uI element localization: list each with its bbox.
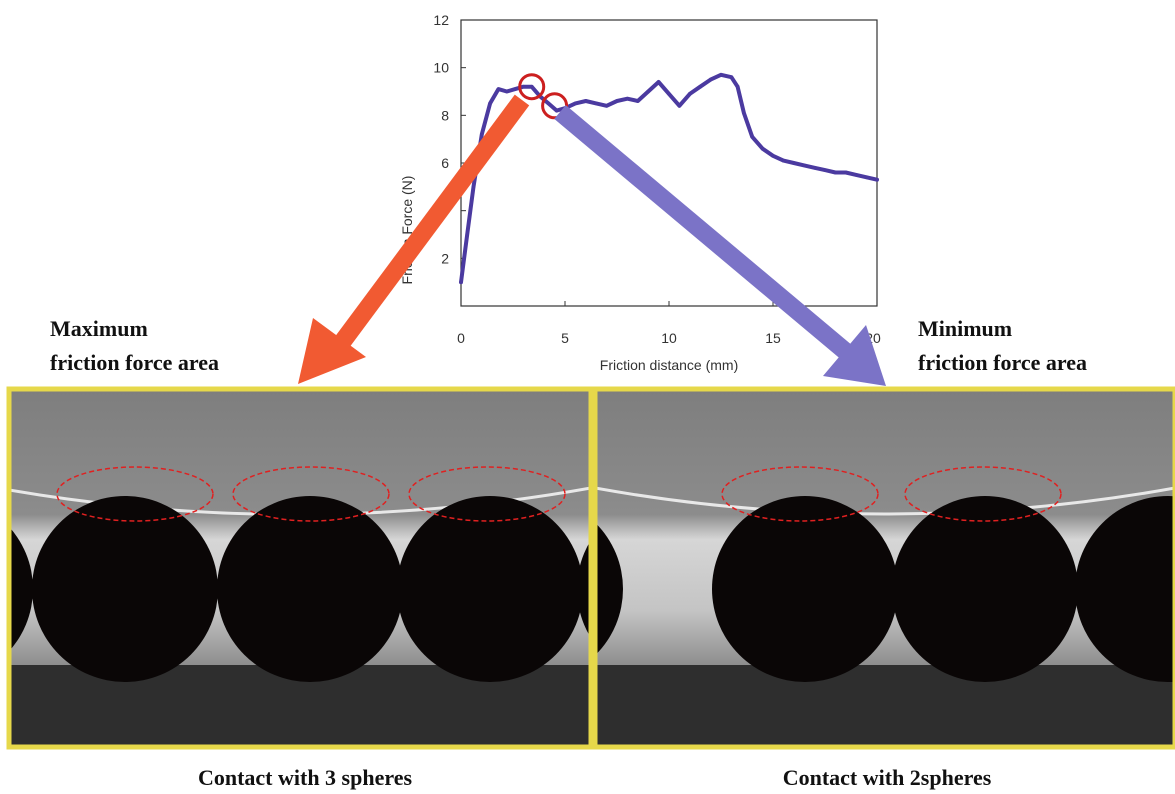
sphere	[712, 496, 898, 682]
series-point	[760, 146, 765, 151]
sphere	[577, 539, 591, 639]
series-point	[554, 108, 559, 113]
series-point	[823, 168, 827, 172]
left-caption: Contact with 3 spheres	[198, 765, 413, 790]
sphere	[595, 522, 623, 656]
series-point	[459, 280, 463, 284]
sphere	[32, 496, 218, 682]
series-point	[636, 99, 640, 103]
series-point	[646, 89, 650, 94]
series-point	[615, 99, 619, 103]
series-point	[729, 75, 734, 79]
contact-ellipse	[721, 466, 879, 522]
series-point	[688, 92, 692, 96]
max-label-line2: friction force area	[50, 350, 219, 375]
left-image-panel	[6, 386, 594, 750]
sphere	[1075, 496, 1175, 682]
series-point	[504, 89, 509, 94]
series-point	[546, 101, 551, 106]
x-tick-label: 0	[457, 330, 465, 346]
series-point	[521, 84, 526, 89]
sphere	[217, 496, 403, 682]
series-point	[465, 232, 470, 237]
series-point	[771, 154, 775, 158]
min-arrow-shaft	[554, 105, 851, 358]
series-point	[604, 104, 609, 108]
series-point	[833, 170, 838, 175]
right-image-panel	[592, 386, 1175, 750]
y-tick-label: 8	[441, 107, 449, 123]
series-point	[513, 87, 517, 91]
y-tick-label: 12	[433, 12, 449, 28]
y-tick-label: 10	[433, 60, 449, 76]
series-point	[529, 84, 534, 89]
series-point	[677, 104, 682, 108]
plot-frame	[460, 19, 878, 307]
max-arrow-shaft	[332, 94, 530, 351]
series-point	[698, 84, 702, 89]
series-point	[875, 177, 879, 182]
series-point	[792, 161, 796, 165]
series-point	[488, 101, 492, 106]
x-tick-label: 10	[661, 330, 677, 346]
series-point	[594, 101, 598, 106]
series-point	[864, 175, 869, 180]
series-point	[573, 101, 578, 106]
min-label-line2: friction force area	[918, 350, 1087, 375]
series-point	[667, 92, 671, 96]
sphere	[397, 496, 583, 682]
series-point	[742, 111, 746, 115]
series-point	[496, 87, 501, 91]
series-point	[735, 84, 740, 89]
series-point	[625, 96, 630, 101]
y-tick-label: 6	[441, 155, 449, 171]
y-tick-label: 2	[441, 250, 449, 266]
contact-ellipse	[232, 466, 390, 522]
max-label-line1: Maximum	[50, 316, 148, 341]
series-point	[750, 134, 754, 139]
series-point	[844, 170, 848, 175]
series-point	[656, 80, 661, 84]
series-point	[480, 132, 484, 137]
sphere	[9, 526, 33, 652]
series-point	[812, 165, 817, 170]
min-arrow-head	[823, 325, 886, 386]
series-point	[781, 158, 786, 163]
contact-ellipse	[904, 466, 1062, 522]
series-point	[471, 185, 476, 189]
series-point	[584, 99, 588, 103]
sphere	[892, 496, 1078, 682]
max-arrow-head	[298, 318, 366, 384]
x-tick-label: 15	[765, 330, 781, 346]
x-tick-label: 5	[561, 330, 569, 346]
series-point	[719, 73, 723, 77]
right-caption: Contact with 2spheres	[783, 765, 992, 790]
contact-ellipse	[56, 466, 214, 522]
series-point	[708, 77, 713, 82]
series-point	[854, 173, 858, 177]
highlight-circle	[518, 73, 546, 101]
x-axis-label: Friction distance (mm)	[600, 357, 738, 373]
min-label-line1: Minimum	[918, 316, 1012, 341]
series-point	[802, 163, 806, 168]
contact-ellipse	[408, 466, 566, 522]
